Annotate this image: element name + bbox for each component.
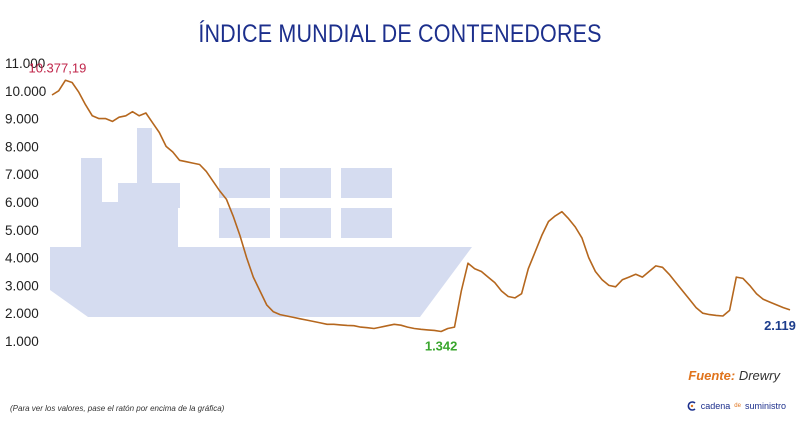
chart-title: ÍNDICE MUNDIAL DE CONTENEDORES: [198, 20, 602, 48]
y-tick-label: 6.000: [5, 195, 39, 210]
y-tick-label: 11.000: [5, 56, 45, 71]
y-tick-label: 7.000: [5, 167, 39, 182]
container-4: [219, 208, 270, 238]
source-label: Fuente:: [688, 368, 736, 383]
logo-text-3: suministro: [744, 401, 786, 411]
brand-logo[interactable]: cadena de suministro: [687, 401, 786, 411]
y-tick-label: 1.000: [5, 334, 39, 349]
ship-tower-center: [102, 202, 118, 248]
annotations: 10.377,19 1.342 2.119: [28, 60, 795, 353]
y-axis: 11.000 10.000 9.000 8.000 7.000 6.000 5.000 4.0…: [5, 56, 46, 349]
y-tick-label: 8.000: [5, 139, 39, 154]
ship-hull: [50, 247, 472, 317]
source-name: Drewry: [738, 368, 780, 383]
y-tick-label: 4.000: [5, 251, 39, 266]
y-tick-label: 5.000: [5, 223, 39, 238]
logo-text-2: de: [734, 403, 741, 409]
ship-bridge-top: [118, 183, 180, 208]
logo-text-1: cadena: [700, 401, 731, 411]
y-tick-label: 2.000: [5, 306, 39, 321]
source-credit: Fuente: Drewry: [688, 368, 780, 383]
ship-tower-left: [81, 158, 102, 248]
container-3: [341, 168, 392, 198]
container-6: [341, 208, 392, 238]
series-line[interactable]: [51, 79, 791, 333]
logo-icon: [687, 401, 696, 411]
data-label-min: 1.342: [425, 338, 458, 353]
cargo-ship-illustration: [50, 128, 472, 317]
container-5: [280, 208, 331, 238]
container-2: [280, 168, 331, 198]
y-tick-label: 3.000: [5, 278, 39, 293]
data-label-max: 10.377,19: [28, 60, 86, 75]
data-label-last: 2.119: [764, 318, 796, 333]
container-1: [219, 168, 270, 198]
y-tick-label: 10.000: [5, 84, 46, 99]
hover-hint-note: (Para ver los valores, pase el ratón por…: [10, 404, 225, 413]
y-tick-label: 9.000: [5, 112, 39, 127]
